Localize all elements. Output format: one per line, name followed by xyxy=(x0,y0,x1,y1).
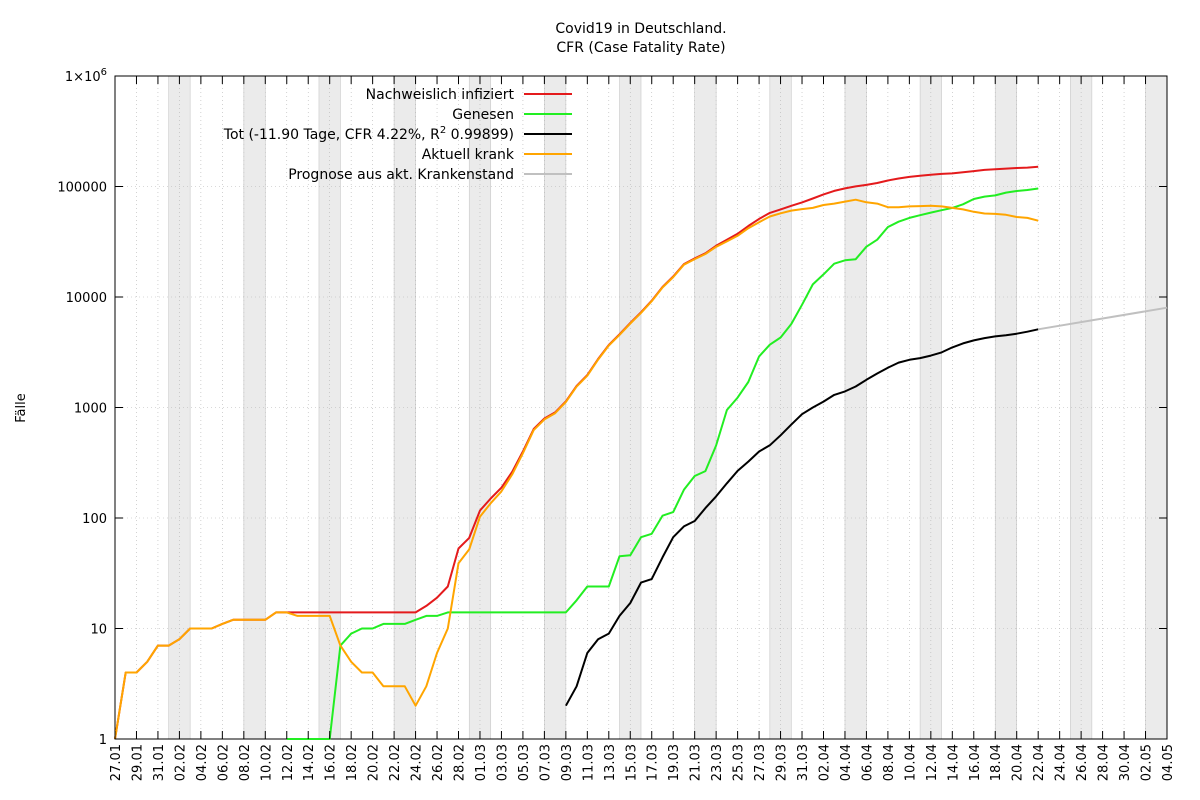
x-tick-label: 30.04 xyxy=(1118,744,1133,781)
x-tick-label: 14.02 xyxy=(302,744,317,781)
y-axis-label: Fälle xyxy=(14,393,29,422)
y-tick-label-sup: 6 xyxy=(101,67,107,78)
x-tick-label: 25.03 xyxy=(732,744,747,781)
x-tick-label: 04.04 xyxy=(839,744,854,781)
series-line-4 xyxy=(1038,306,1168,331)
y-axis-ticks: 1 10 100 1000 10000 100000 1×106 xyxy=(57,67,1167,748)
grid-lines xyxy=(114,75,1168,740)
x-tick-label: 02.02 xyxy=(173,744,188,781)
y-tick-label: 1 xyxy=(99,733,107,748)
x-tick-label: 31.03 xyxy=(796,744,811,781)
x-tick-label: 28.04 xyxy=(1097,744,1112,781)
series-line-1 xyxy=(286,187,1039,740)
x-tick-label: 06.04 xyxy=(860,744,875,781)
weekend-band xyxy=(994,75,1018,740)
x-tick-label: 22.04 xyxy=(1032,744,1047,781)
x-tick-label: 06.02 xyxy=(216,744,231,781)
y-tick-label: 1000 xyxy=(74,402,107,417)
series-line-3 xyxy=(114,198,1039,740)
x-tick-label: 15.03 xyxy=(624,744,639,781)
x-tick-label: 31.01 xyxy=(152,744,167,781)
x-axis-ticks: 27.01 29.01 31.01 02.02 04.02 06.02 08.02 10.02… xyxy=(109,76,1176,781)
x-tick-label: 08.02 xyxy=(238,744,253,781)
series-layer xyxy=(114,165,1168,740)
legend-label-sup: 2 xyxy=(440,125,446,136)
x-tick-label: 04.02 xyxy=(195,744,210,781)
x-tick-label: 05.03 xyxy=(517,744,532,781)
x-tick-label: 01.03 xyxy=(474,744,489,781)
x-tick-label: 20.02 xyxy=(367,744,382,781)
y-tick-label: 100 xyxy=(82,512,107,527)
x-tick-label: 02.04 xyxy=(817,744,832,781)
y-tick-label: 10000 xyxy=(66,291,107,306)
x-tick-label: 03.03 xyxy=(495,744,510,781)
x-tick-label: 21.03 xyxy=(689,744,704,781)
legend-label: Nachweislich infiziert xyxy=(366,87,515,103)
x-tick-label: 10.04 xyxy=(903,744,918,781)
x-tick-label: 09.03 xyxy=(560,744,575,781)
weekend-bands xyxy=(168,75,1168,740)
x-tick-label: 08.04 xyxy=(882,744,897,781)
y-tick-label: 100000 xyxy=(57,181,107,196)
chart-subtitle: CFR (Case Fatality Rate) xyxy=(556,40,725,56)
x-tick-label: 14.04 xyxy=(946,744,961,781)
legend-label-suffix: 0.99899) xyxy=(446,127,514,143)
legend: Nachweislich infiziert Genesen Tot (-11.90… xyxy=(223,87,572,183)
x-tick-label: 02.05 xyxy=(1140,744,1155,781)
x-tick-label: 07.03 xyxy=(538,744,553,781)
x-tick-label: 24.02 xyxy=(410,744,425,781)
x-tick-label: 22.02 xyxy=(388,744,403,781)
x-tick-label: 17.03 xyxy=(646,744,661,781)
y-tick-label: 10 xyxy=(90,623,107,638)
x-tick-label: 16.02 xyxy=(324,744,339,781)
weekend-band xyxy=(619,75,642,740)
x-tick-label: 12.02 xyxy=(281,744,296,781)
x-tick-label: 18.02 xyxy=(345,744,360,781)
chart-title: Covid19 in Deutschland. xyxy=(555,21,726,37)
legend-label: Prognose aus akt. Krankenstand xyxy=(288,167,514,183)
x-tick-label: 24.04 xyxy=(1054,744,1069,781)
x-tick-label: 18.04 xyxy=(989,744,1004,781)
x-tick-label: 23.03 xyxy=(710,744,725,781)
weekend-band xyxy=(1070,75,1093,740)
legend-label: Aktuell krank xyxy=(422,147,515,163)
x-tick-label: 27.03 xyxy=(753,744,768,781)
x-tick-label: 26.04 xyxy=(1075,744,1090,781)
x-tick-label: 29.01 xyxy=(130,744,145,781)
legend-label: Genesen xyxy=(452,107,514,123)
x-tick-label: 29.03 xyxy=(775,744,790,781)
x-tick-label: 10.02 xyxy=(259,744,274,781)
y-tick-label: 1×106 xyxy=(65,67,107,85)
x-tick-label: 19.03 xyxy=(667,744,682,781)
weekend-band xyxy=(769,75,792,740)
x-tick-label: 16.04 xyxy=(968,744,983,781)
x-tick-label: 13.03 xyxy=(603,744,618,781)
x-tick-label: 04.05 xyxy=(1161,744,1176,781)
weekend-band xyxy=(694,75,717,740)
x-tick-label: 28.02 xyxy=(453,744,468,781)
legend-label: Tot (-11.90 Tage, CFR 4.22%, R2 0.99899) xyxy=(223,125,514,143)
x-tick-label: 11.03 xyxy=(581,744,596,781)
x-tick-label: 27.01 xyxy=(109,744,124,781)
x-tick-label: 12.04 xyxy=(925,744,940,781)
x-tick-label: 26.02 xyxy=(431,744,446,781)
x-tick-label: 20.04 xyxy=(1011,744,1026,781)
series-line-2 xyxy=(565,328,1039,707)
